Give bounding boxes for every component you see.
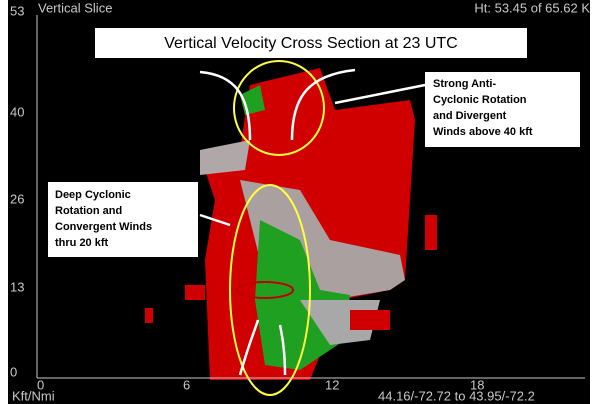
y-tick-label: 26 bbox=[10, 191, 24, 206]
header-left: Vertical Slice bbox=[38, 0, 112, 15]
annotation-line: Cyclonic Rotation bbox=[433, 94, 527, 106]
annotation-box bbox=[48, 182, 198, 257]
y-tick-label: 40 bbox=[10, 104, 24, 119]
x-tick-label: 12 bbox=[325, 377, 339, 392]
annotation-line: and Divergent bbox=[433, 110, 507, 122]
upper-ellipse bbox=[233, 60, 325, 156]
y-tick-label: 53 bbox=[10, 3, 24, 18]
footer: 44.16/-72.72 to 43.95/-72.2 bbox=[378, 388, 535, 403]
title: Vertical Velocity Cross Section at 23 UT… bbox=[164, 35, 457, 52]
annotation-box bbox=[425, 72, 580, 147]
y-tick-label: 13 bbox=[10, 279, 24, 294]
rotation-ellipse bbox=[236, 281, 294, 299]
echoes bbox=[145, 68, 437, 380]
header-right: Ht: 53.45 of 65.62 K bbox=[474, 0, 590, 15]
annotation-line: Convergent Winds bbox=[55, 221, 152, 233]
annotation-line: thru 20 kft bbox=[55, 237, 109, 249]
x-tick-label: 18 bbox=[470, 377, 484, 392]
title-box bbox=[95, 28, 527, 58]
annotation-line: Strong Anti- bbox=[433, 78, 496, 90]
lower-ellipse bbox=[229, 184, 311, 396]
annotation-line: Rotation and bbox=[55, 205, 122, 217]
arrows bbox=[199, 68, 426, 376]
y-tick-label: 0 bbox=[10, 364, 17, 379]
x-unit: Kft/Nmi bbox=[12, 388, 55, 403]
annotation-line: Deep Cyclonic bbox=[55, 189, 131, 201]
x-tick-label: 6 bbox=[183, 377, 190, 392]
x-tick-label: 0 bbox=[37, 377, 44, 392]
annotation-line: Winds above 40 kft bbox=[433, 126, 533, 138]
